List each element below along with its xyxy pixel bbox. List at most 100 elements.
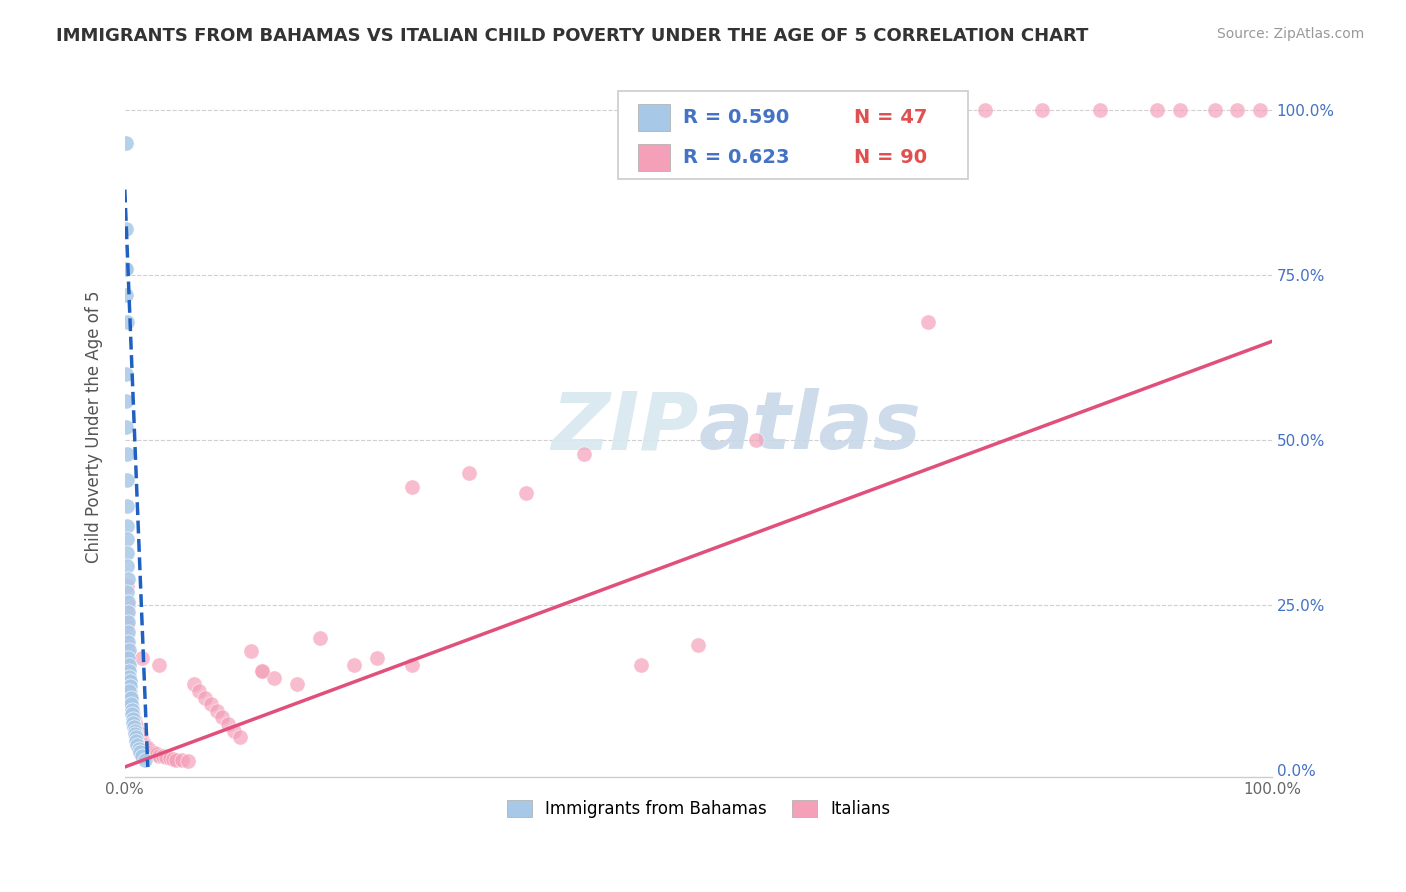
Point bbox=[125, 718, 148, 732]
Point bbox=[127, 738, 149, 752]
Point bbox=[120, 698, 142, 712]
Point bbox=[128, 726, 150, 740]
Point bbox=[859, 103, 882, 118]
Point bbox=[118, 679, 141, 693]
Point bbox=[117, 599, 139, 613]
Point bbox=[148, 748, 170, 763]
Point bbox=[135, 739, 157, 754]
Point bbox=[801, 103, 824, 118]
Point bbox=[115, 533, 138, 547]
Point bbox=[134, 737, 156, 751]
Point bbox=[115, 315, 138, 329]
Point bbox=[572, 446, 595, 460]
Point bbox=[285, 677, 308, 691]
Point bbox=[120, 690, 142, 705]
Point bbox=[117, 665, 139, 680]
Point bbox=[308, 632, 330, 646]
Point bbox=[115, 644, 138, 658]
Bar bbox=[637, 104, 669, 131]
Point bbox=[118, 674, 141, 689]
Text: N = 47: N = 47 bbox=[853, 108, 928, 127]
Point bbox=[115, 446, 138, 460]
Point bbox=[125, 733, 148, 747]
Point bbox=[115, 611, 138, 625]
Point bbox=[118, 669, 141, 683]
Point bbox=[128, 742, 150, 756]
Point bbox=[228, 731, 250, 745]
Point bbox=[115, 420, 138, 434]
Point bbox=[115, 545, 138, 559]
Point bbox=[117, 651, 139, 665]
Point bbox=[115, 393, 138, 408]
Point bbox=[114, 605, 136, 619]
Point bbox=[125, 720, 148, 734]
Point bbox=[165, 753, 187, 767]
Point bbox=[366, 651, 388, 665]
Point bbox=[194, 690, 217, 705]
Point bbox=[1146, 103, 1168, 118]
Point bbox=[121, 707, 143, 722]
Point bbox=[117, 615, 139, 629]
Point bbox=[240, 644, 263, 658]
Point bbox=[128, 745, 150, 759]
Point bbox=[120, 690, 142, 704]
Point bbox=[115, 261, 138, 276]
Point bbox=[974, 103, 997, 118]
Point bbox=[117, 651, 139, 665]
Legend: Immigrants from Bahamas, Italians: Immigrants from Bahamas, Italians bbox=[501, 793, 897, 824]
Point bbox=[118, 643, 141, 657]
Point bbox=[1204, 103, 1226, 118]
Point bbox=[115, 500, 138, 514]
Point bbox=[115, 473, 138, 487]
Point bbox=[118, 682, 141, 697]
Point bbox=[162, 752, 184, 766]
Point bbox=[117, 648, 139, 662]
Point bbox=[124, 723, 146, 738]
Point bbox=[200, 698, 222, 712]
Point bbox=[121, 704, 143, 718]
Point bbox=[124, 715, 146, 730]
Point bbox=[117, 585, 139, 599]
Text: Source: ZipAtlas.com: Source: ZipAtlas.com bbox=[1216, 27, 1364, 41]
Point bbox=[121, 712, 143, 726]
Point bbox=[115, 618, 138, 632]
Text: atlas: atlas bbox=[699, 388, 921, 467]
Bar bbox=[637, 145, 669, 171]
Point bbox=[132, 735, 155, 749]
Point bbox=[146, 747, 169, 761]
Point bbox=[115, 578, 138, 592]
Point bbox=[177, 754, 200, 768]
Point bbox=[134, 753, 156, 767]
Point bbox=[222, 723, 245, 738]
Point bbox=[131, 651, 153, 665]
Point bbox=[121, 700, 143, 714]
Text: R = 0.590: R = 0.590 bbox=[683, 108, 790, 127]
Point bbox=[744, 434, 766, 448]
Point bbox=[188, 684, 211, 698]
Point bbox=[1226, 103, 1249, 118]
Point bbox=[217, 717, 239, 731]
Y-axis label: Child Poverty Under the Age of 5: Child Poverty Under the Age of 5 bbox=[86, 291, 103, 564]
Point bbox=[131, 733, 153, 747]
Point bbox=[115, 222, 138, 236]
Point bbox=[136, 740, 159, 755]
Point bbox=[129, 731, 152, 745]
Point bbox=[117, 661, 139, 675]
Point bbox=[117, 624, 139, 639]
Point bbox=[688, 638, 710, 652]
Point bbox=[263, 671, 285, 685]
Point bbox=[152, 749, 174, 764]
Point bbox=[117, 605, 139, 619]
Point bbox=[401, 657, 423, 672]
Point bbox=[115, 632, 138, 646]
Point bbox=[114, 288, 136, 302]
Point bbox=[115, 261, 138, 276]
Point bbox=[401, 479, 423, 493]
Point bbox=[1088, 103, 1111, 118]
Point bbox=[141, 745, 163, 759]
Point bbox=[148, 657, 170, 672]
Point bbox=[117, 595, 139, 609]
Point bbox=[124, 714, 146, 728]
Point bbox=[917, 315, 939, 329]
Point bbox=[114, 136, 136, 151]
